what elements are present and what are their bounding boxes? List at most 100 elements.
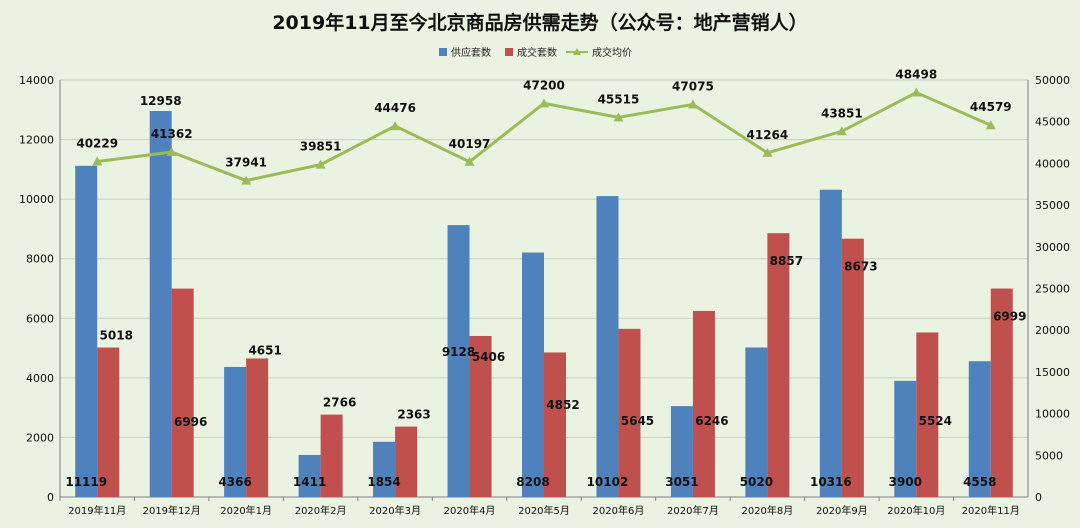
bar-supply — [894, 380, 917, 497]
data-label-deals: 6999 — [993, 310, 1026, 324]
legend-swatch-deals — [505, 48, 513, 56]
bar-supply — [670, 406, 693, 497]
data-label-deals: 5018 — [100, 329, 133, 343]
data-label-price: 41362 — [151, 127, 193, 141]
y-right-tick-label: 5000 — [1035, 449, 1063, 462]
x-tick-label: 2019年11月 — [68, 504, 126, 517]
bar-deals — [395, 426, 418, 497]
point-price — [762, 147, 773, 157]
bar-supply — [298, 454, 321, 497]
point-price — [166, 147, 177, 157]
x-tick-label: 2019年12月 — [143, 504, 201, 517]
x-tick-label: 2020年6月 — [593, 504, 645, 517]
y-left-tick-label: 6000 — [26, 312, 54, 325]
point-price — [911, 87, 922, 97]
data-label-supply: 9128 — [442, 345, 475, 359]
point-price — [836, 126, 847, 136]
data-label-price: 41264 — [747, 128, 789, 142]
y-right-tick-label: 15000 — [1035, 366, 1070, 379]
point-price — [464, 156, 475, 166]
data-label-price: 40229 — [76, 136, 118, 150]
data-label-price: 45515 — [598, 92, 640, 106]
data-label-deals: 8857 — [770, 254, 803, 268]
y-right-tick-label: 50000 — [1035, 74, 1070, 87]
point-price — [390, 121, 401, 131]
point-price — [92, 156, 103, 166]
bar-supply — [968, 361, 991, 497]
x-tick-label: 2020年1月 — [220, 504, 272, 517]
x-tick-label: 2020年8月 — [741, 504, 793, 517]
y-left-tick-label: 0 — [47, 491, 54, 504]
data-label-supply: 4558 — [963, 475, 996, 489]
data-label-supply: 8208 — [516, 475, 549, 489]
data-label-supply: 12958 — [140, 94, 182, 108]
data-label-deals: 6996 — [174, 415, 207, 429]
data-label-supply: 11119 — [65, 475, 107, 489]
x-tick-label: 2020年7月 — [667, 504, 719, 517]
data-label-price: 48498 — [895, 68, 937, 82]
bar-deals — [171, 288, 194, 497]
y-right-tick-label: 30000 — [1035, 241, 1070, 254]
bar-supply — [75, 165, 98, 498]
y-right-tick-label: 45000 — [1035, 116, 1070, 129]
data-label-supply: 3051 — [665, 475, 698, 489]
legend-label-deals: 成交套数 — [517, 46, 557, 59]
x-tick-label: 2020年11月 — [962, 504, 1020, 517]
bar-deals — [618, 328, 641, 497]
data-label-price: 44579 — [970, 100, 1012, 114]
data-label-supply: 3900 — [889, 475, 922, 489]
data-label-price: 44476 — [374, 101, 416, 115]
data-label-price: 37941 — [225, 156, 267, 170]
bar-supply — [447, 225, 470, 497]
point-price — [241, 175, 252, 185]
y-left-tick-label: 12000 — [19, 134, 54, 147]
data-label-supply: 10102 — [587, 475, 629, 489]
bar-deals — [916, 332, 939, 497]
bar-supply — [745, 347, 768, 497]
y-left-tick-label: 10000 — [19, 193, 54, 206]
bar-supply — [373, 441, 396, 497]
x-tick-label: 2020年3月 — [369, 504, 421, 517]
data-label-deals: 2363 — [397, 408, 430, 422]
data-label-price: 47200 — [523, 78, 565, 92]
x-tick-label: 2020年4月 — [444, 504, 496, 517]
data-label-deals: 8673 — [844, 260, 877, 274]
data-label-price: 39851 — [300, 140, 342, 154]
chart-title: 2019年11月至今北京商品房供需走势（公众号：地产营销人） — [272, 11, 807, 34]
y-right-tick-label: 10000 — [1035, 408, 1070, 421]
data-label-deals: 5406 — [472, 350, 505, 364]
bar-supply — [596, 196, 619, 497]
y-left-tick-label: 8000 — [26, 253, 54, 266]
bar-supply — [522, 252, 544, 497]
data-label-deals: 5645 — [621, 414, 654, 428]
point-price — [613, 112, 624, 122]
legend-swatch-supply — [439, 48, 447, 56]
data-label-supply: 1854 — [367, 475, 400, 489]
bar-deals — [544, 352, 566, 497]
data-label-deals: 2766 — [323, 396, 356, 410]
data-label-price: 43851 — [821, 106, 863, 120]
x-tick-label: 2020年10月 — [887, 504, 945, 517]
point-price — [539, 98, 549, 108]
bar-deals — [97, 347, 120, 497]
data-label-deals: 6246 — [695, 414, 728, 428]
y-right-tick-label: 0 — [1035, 491, 1042, 504]
bar-deals — [320, 414, 343, 497]
point-price — [687, 99, 698, 109]
bar-supply — [149, 111, 172, 497]
x-tick-label: 2020年5月 — [518, 504, 570, 517]
y-right-tick-label: 20000 — [1035, 324, 1070, 337]
y-left-tick-label: 14000 — [19, 74, 54, 87]
x-tick-label: 2020年9月 — [816, 504, 868, 517]
point-price — [315, 159, 326, 169]
bar-supply — [224, 366, 247, 497]
y-right-tick-label: 25000 — [1035, 283, 1070, 296]
bar-deals — [469, 335, 492, 497]
data-label-deals: 4852 — [546, 398, 579, 412]
legend-label-price: 成交均价 — [592, 46, 632, 59]
y-right-tick-label: 35000 — [1035, 199, 1070, 212]
data-label-deals: 5524 — [919, 414, 952, 428]
data-label-price: 47075 — [672, 79, 714, 93]
